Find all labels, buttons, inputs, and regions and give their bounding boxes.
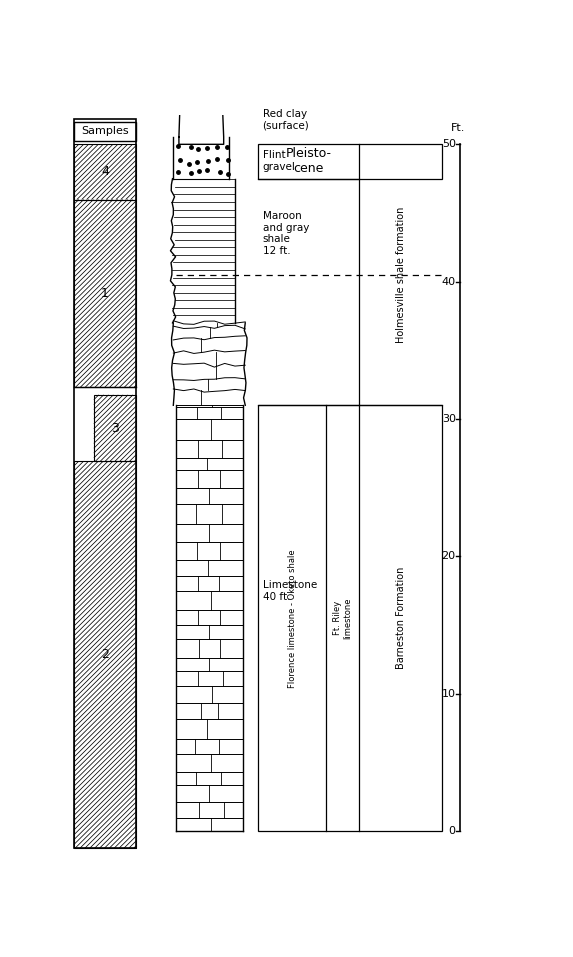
Text: 0: 0 <box>449 826 456 836</box>
Text: Red clay
(surface): Red clay (surface) <box>262 109 309 130</box>
Text: Limestone
40 ft.: Limestone 40 ft. <box>262 580 317 602</box>
Text: Holmesville shale formation: Holmesville shale formation <box>396 207 406 343</box>
Text: 30: 30 <box>442 414 456 424</box>
Bar <box>74 122 136 141</box>
Text: Flint
gravel: Flint gravel <box>262 150 296 171</box>
Text: Barneston Formation: Barneston Formation <box>396 567 406 669</box>
Bar <box>74 119 136 848</box>
Text: 20: 20 <box>442 551 456 562</box>
Text: Samples: Samples <box>81 126 129 137</box>
Bar <box>74 200 136 388</box>
Text: Ft. Riley
limestone: Ft. Riley limestone <box>333 597 352 639</box>
Text: 4: 4 <box>101 166 109 178</box>
Text: Pleisto-
cene: Pleisto- cene <box>286 147 332 175</box>
Text: 1: 1 <box>101 287 109 300</box>
Bar <box>74 145 136 200</box>
Text: 3: 3 <box>111 421 119 434</box>
Bar <box>74 461 136 848</box>
Text: 40: 40 <box>442 277 456 287</box>
Text: 50: 50 <box>442 140 456 149</box>
Text: 10: 10 <box>442 689 456 699</box>
Text: Maroon
and gray
shale
12 ft.: Maroon and gray shale 12 ft. <box>262 211 309 256</box>
Text: Florence limestone - Oketo shale: Florence limestone - Oketo shale <box>288 549 297 687</box>
Text: Ft.: Ft. <box>451 123 465 133</box>
Bar <box>94 395 136 461</box>
Text: 2: 2 <box>101 648 109 661</box>
Bar <box>258 145 442 179</box>
Bar <box>258 406 442 831</box>
